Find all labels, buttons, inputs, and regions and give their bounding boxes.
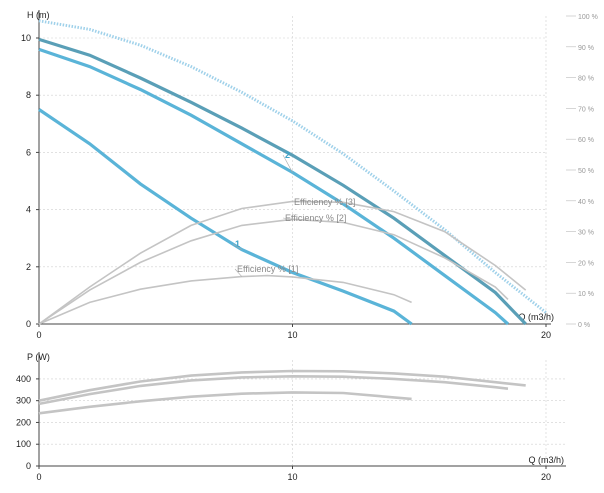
power-series-2 <box>38 369 526 402</box>
head-leader-1 <box>282 154 293 173</box>
head-y-axis-label: H (m) <box>27 10 50 20</box>
head-ytick-4: 4 <box>26 205 31 215</box>
head-xtick-10: 10 <box>287 330 297 340</box>
eff-tick-60: 60 % <box>578 137 594 144</box>
power-ytick-0: 0 <box>26 461 31 471</box>
head-xtick-0: 0 <box>36 330 41 340</box>
eff-tick-70: 70 % <box>578 106 594 113</box>
power-ytick-400: 400 <box>16 374 31 384</box>
eff-tick-10: 10 % <box>578 291 594 298</box>
power-xtick-20: 20 <box>541 472 551 482</box>
head-xtick-20: 20 <box>541 330 551 340</box>
eff-tick-40: 40 % <box>578 199 594 206</box>
head-series-label-1: 2 <box>285 150 290 160</box>
eff-tick-50: 50 % <box>578 168 594 175</box>
eff-tick-80: 80 % <box>578 76 594 83</box>
eff-tick-100: 100 % <box>578 14 598 21</box>
head-series-3 <box>38 19 547 314</box>
power-ytick-100: 100 <box>16 439 31 449</box>
power-xtick-10: 10 <box>287 472 297 482</box>
power-series-1 <box>38 374 509 406</box>
power-x-axis-label: Q (m3/h) <box>528 455 564 465</box>
eff-tick-20: 20 % <box>578 260 594 267</box>
power-y-axis-label: P (W) <box>27 352 50 362</box>
head-series-label-5: Efficiency % [2] <box>285 213 346 223</box>
head-chart: 0 2 4 6 8 10 0 10 20 0 % 10 % 20 % 30 % 40 % 50 % 60 % 7… <box>21 10 598 340</box>
eff-tick-90: 90 % <box>578 45 594 52</box>
eff-tick-0: 0 % <box>578 322 590 329</box>
head-series-1 <box>38 47 510 326</box>
head-series-label-4: Efficiency % [1] <box>237 264 298 274</box>
power-chart: 0 100 200 300 400 0 10 20 P (W) Q (m3/h) <box>16 352 566 482</box>
power-xtick-0: 0 <box>36 472 41 482</box>
head-x-axis-label: Q (m3/h) <box>518 312 554 322</box>
power-ytick-300: 300 <box>16 396 31 406</box>
head-ytick-10: 10 <box>21 33 31 43</box>
power-series-0 <box>38 391 412 415</box>
head-leader-5 <box>282 217 293 220</box>
head-series-label-6: Efficiency % [3] <box>294 197 355 207</box>
head-leader-0 <box>232 243 242 250</box>
head-series-label-0: 1 <box>235 239 240 249</box>
eff-tick-30: 30 % <box>578 230 594 237</box>
head-ytick-8: 8 <box>26 90 31 100</box>
head-series-4 <box>38 274 412 325</box>
head-ytick-2: 2 <box>26 262 31 272</box>
power-ytick-200: 200 <box>16 417 31 427</box>
head-ytick-0: 0 <box>26 319 31 329</box>
head-series-5 <box>38 218 509 325</box>
head-series-0 <box>38 108 413 326</box>
head-leader-4 <box>234 268 243 277</box>
head-ytick-6: 6 <box>26 147 31 157</box>
head-series-6 <box>38 200 527 325</box>
head-leader-6 <box>291 201 293 203</box>
